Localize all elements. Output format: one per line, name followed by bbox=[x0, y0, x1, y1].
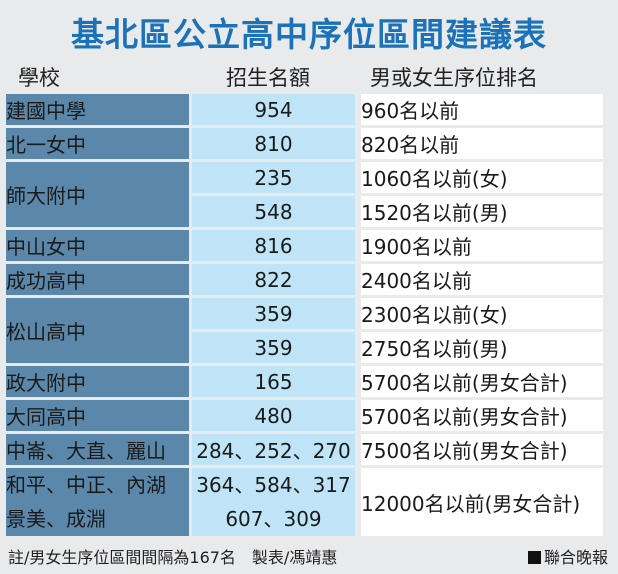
table-row: 中山女中 816 1900名以前 bbox=[6, 230, 603, 261]
quota-line: 607、309 bbox=[225, 507, 322, 531]
quota-line: 364、584、317 bbox=[196, 473, 351, 497]
quota-cell: 822 bbox=[189, 264, 355, 295]
rank-cell: 1060名以前(女) bbox=[355, 162, 603, 193]
quota-cell: 480 bbox=[189, 400, 355, 431]
school-cell: 師大附中 bbox=[6, 162, 189, 227]
rank-cell: 1900名以前 bbox=[355, 230, 603, 261]
quota-cell: 810 bbox=[189, 128, 355, 159]
quota-cell: 359 bbox=[189, 332, 355, 363]
table-row: 548 1520名以前(男) bbox=[6, 196, 603, 227]
header-school: 學校 bbox=[18, 66, 60, 90]
table-row: 政大附中 165 5700名以前(男女合計) bbox=[6, 366, 603, 397]
table-row: 成功高中 822 2400名以前 bbox=[6, 264, 603, 295]
column-headers: 學校 招生名額 男或女生序位排名 bbox=[0, 62, 618, 90]
rank-cell: 2750名以前(男) bbox=[355, 332, 603, 363]
quota-cell: 165 bbox=[189, 366, 355, 397]
header-rank: 男或女生序位排名 bbox=[370, 66, 538, 90]
table-row: 大同高中 480 5700名以前(男女合計) bbox=[6, 400, 603, 431]
school-line: 景美、成淵 bbox=[6, 507, 106, 531]
rank-cell: 2400名以前 bbox=[355, 264, 603, 295]
quota-cell: 816 bbox=[189, 230, 355, 261]
square-icon bbox=[527, 551, 541, 564]
table-row: 北一女中 810 820名以前 bbox=[6, 128, 603, 159]
rank-cell: 1520名以前(男) bbox=[355, 196, 603, 227]
school-cell: 大同高中 bbox=[6, 400, 189, 431]
school-line: 和平、中正、內湖 bbox=[6, 473, 166, 497]
table-row: 松山高中 359 2300名以前(女) bbox=[6, 298, 603, 363]
rank-cell: 7500名以前(男女合計) bbox=[355, 434, 603, 465]
quota-cell: 548 bbox=[189, 196, 355, 227]
quota-cell: 364、584、317 607、309 bbox=[189, 468, 355, 536]
quota-cell: 359 bbox=[189, 298, 355, 329]
quota-cell: 954 bbox=[189, 94, 355, 125]
school-cell: 成功高中 bbox=[6, 264, 189, 295]
rank-cell: 2300名以前(女) bbox=[355, 298, 603, 329]
table-row: 建國中學 954 960名以前 bbox=[6, 94, 603, 125]
school-table: 建國中學 954 960名以前 北一女中 810 820名以前 師大附中 235… bbox=[6, 91, 603, 539]
quota-cell: 235 bbox=[189, 162, 355, 193]
school-cell: 北一女中 bbox=[6, 128, 189, 159]
table-row: 359 2750名以前(男) bbox=[6, 332, 603, 363]
rank-cell: 5700名以前(男女合計) bbox=[355, 400, 603, 431]
table-row: 中崙、大直、麗山 284、252、270 7500名以前(男女合計) bbox=[6, 434, 603, 465]
page-title: 基北區公立高中序位區間建議表 bbox=[71, 15, 547, 54]
brand: 聯合晚報 bbox=[527, 544, 608, 568]
quota-cell: 284、252、270 bbox=[189, 434, 355, 465]
school-cell: 和平、中正、內湖 景美、成淵 bbox=[6, 468, 189, 536]
school-cell: 中山女中 bbox=[6, 230, 189, 261]
table-row: 和平、中正、內湖 景美、成淵 364、584、317 607、309 12000… bbox=[6, 468, 603, 536]
rank-cell: 960名以前 bbox=[355, 94, 603, 125]
rank-cell: 12000名以前(男女合計) bbox=[355, 468, 603, 536]
school-cell: 松山高中 bbox=[6, 298, 189, 363]
footnote: 註/男女生序位區間間隔為167名 製表/馮靖惠 bbox=[8, 548, 338, 567]
rank-cell: 5700名以前(男女合計) bbox=[355, 366, 603, 397]
rank-cell: 820名以前 bbox=[355, 128, 603, 159]
brand-label: 聯合晚報 bbox=[543, 548, 608, 567]
table-row: 師大附中 235 1060名以前(女) bbox=[6, 162, 603, 227]
school-cell: 建國中學 bbox=[6, 94, 189, 125]
school-cell: 政大附中 bbox=[6, 366, 189, 397]
school-cell: 中崙、大直、麗山 bbox=[6, 434, 189, 465]
header-quota: 招生名額 bbox=[226, 66, 310, 90]
